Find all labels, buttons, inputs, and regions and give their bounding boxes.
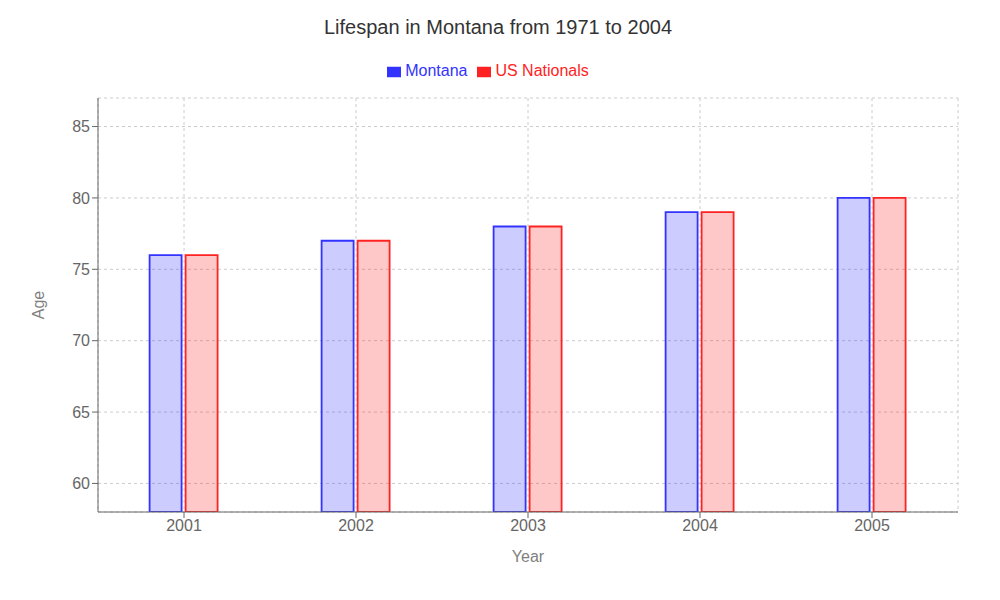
html-text:Lifespan in Montana from 1971: Lifespan in Montana from 1971 to 2004: [324, 16, 672, 38]
svg-text:70: 70: [72, 332, 90, 349]
svg-text:75: 75: [72, 261, 90, 278]
svg-text:65: 65: [72, 404, 90, 421]
svg-text:Age: Age: [30, 291, 47, 320]
svg-text:2003: 2003: [510, 517, 546, 534]
svg-text:2001: 2001: [166, 517, 202, 534]
svg-text:Year: Year: [512, 548, 545, 565]
svg-text:60: 60: [72, 475, 90, 492]
svg-text:2005: 2005: [854, 517, 890, 534]
svg-text:85: 85: [72, 118, 90, 135]
html-text:Montana: Montana: [405, 62, 468, 79]
html-text:US Nationals: US Nationals: [495, 62, 589, 79]
svg-text:2004: 2004: [682, 517, 718, 534]
svg-text:2002: 2002: [338, 517, 374, 534]
svg-text:80: 80: [72, 190, 90, 207]
